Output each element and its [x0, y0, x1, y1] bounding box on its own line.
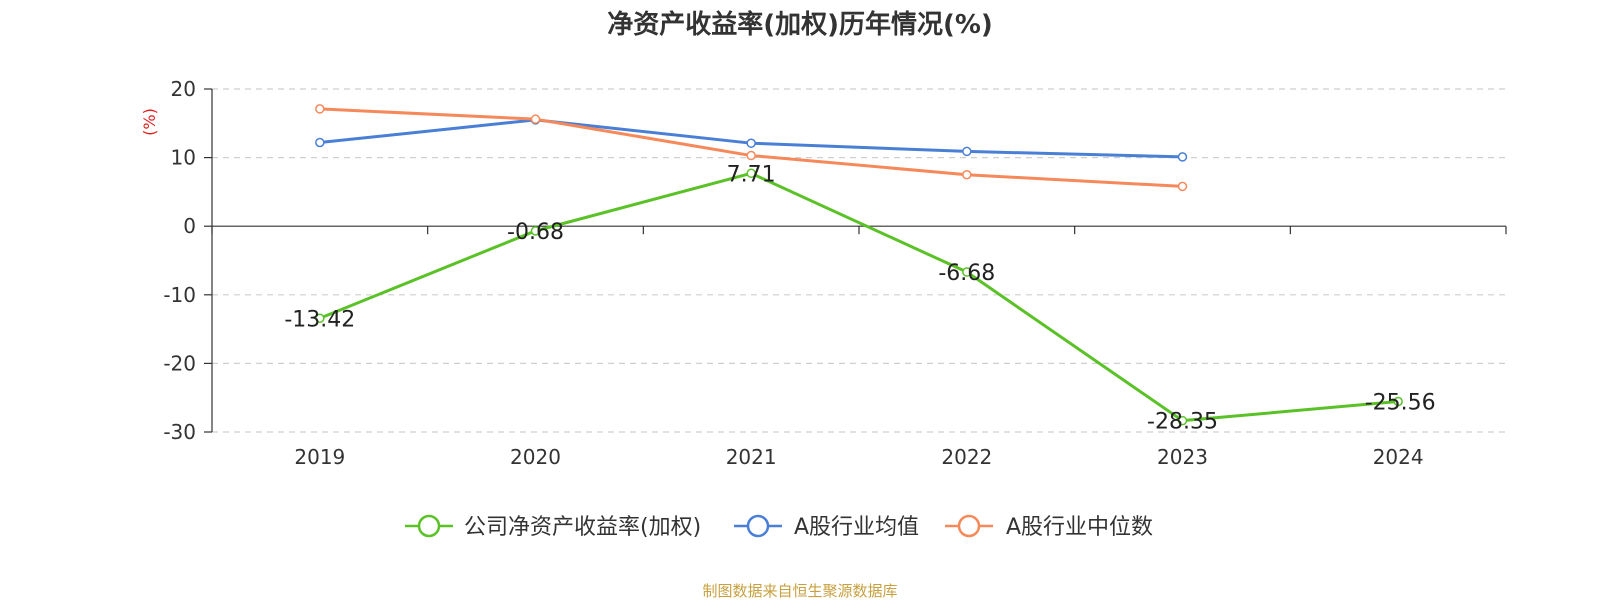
x-tick-label: 2019	[294, 445, 345, 469]
x-axis: 2019 2020 2021 2022 2023 2024	[211, 225, 1507, 469]
data-point	[1177, 415, 1188, 426]
data-point	[962, 267, 972, 277]
y-tick-label: -30	[163, 420, 196, 444]
data-labels: -13.42 -0.68 7.71 -6.68 -28.35 -25.56	[284, 162, 1435, 434]
y-axis: 20 10 0 -10 -20 -30	[163, 77, 213, 444]
x-tick-label: 2024	[1373, 445, 1424, 469]
data-label: -13.42	[284, 307, 355, 332]
data-point	[746, 168, 756, 179]
data-point	[1177, 152, 1188, 162]
legend: 公司净资产收益率(加权) A股行业均值 A股行业中位数	[405, 514, 1153, 540]
y-axis-label: (%)	[140, 108, 159, 136]
x-tick-label: 2022	[941, 445, 992, 469]
legend-swatch-circle	[746, 514, 770, 538]
data-point	[315, 313, 325, 324]
data-point	[746, 138, 756, 148]
y-tick-label: -10	[163, 283, 196, 307]
legend-swatch-circle	[417, 514, 441, 538]
series-line	[319, 171, 1399, 423]
y-tick-label: -20	[163, 351, 196, 375]
data-point	[962, 170, 972, 180]
x-tick-label: 2020	[510, 445, 561, 469]
data-label: -25.56	[1365, 391, 1436, 416]
legend-item: A股行业中位数	[945, 514, 1153, 540]
series-group	[315, 104, 1403, 426]
data-label: 7.71	[727, 162, 776, 187]
y-tick-label: 10	[171, 146, 196, 170]
data-point	[1393, 396, 1403, 407]
legend-item: A股行业均值	[734, 514, 919, 540]
legend-item: 公司净资产收益率(加权)	[405, 514, 701, 540]
data-point	[315, 104, 325, 114]
data-label: -0.68	[507, 220, 564, 245]
data-point	[1177, 181, 1188, 192]
data-label: -28.35	[1147, 410, 1218, 435]
y-tick-label: 20	[171, 77, 196, 101]
x-tick-label: 2021	[726, 445, 777, 469]
data-label: -6.68	[938, 261, 995, 286]
chart-title: 净资产收益率(加权)历年情况(%)	[607, 10, 993, 40]
data-point	[530, 226, 541, 236]
y-tick-label: 0	[183, 214, 196, 238]
data-point	[315, 137, 325, 148]
data-point	[746, 150, 756, 161]
legend-label: A股行业均值	[794, 515, 919, 540]
legend-label: A股行业中位数	[1006, 515, 1153, 540]
x-tick-label: 2023	[1157, 445, 1208, 469]
source-note: 制图数据来自恒生聚源数据库	[702, 582, 898, 600]
data-point	[530, 114, 541, 124]
data-point	[962, 146, 972, 157]
grid-lines	[212, 88, 1506, 433]
legend-label: 公司净资产收益率(加权)	[464, 515, 701, 540]
legend-swatch-circle	[957, 514, 981, 538]
